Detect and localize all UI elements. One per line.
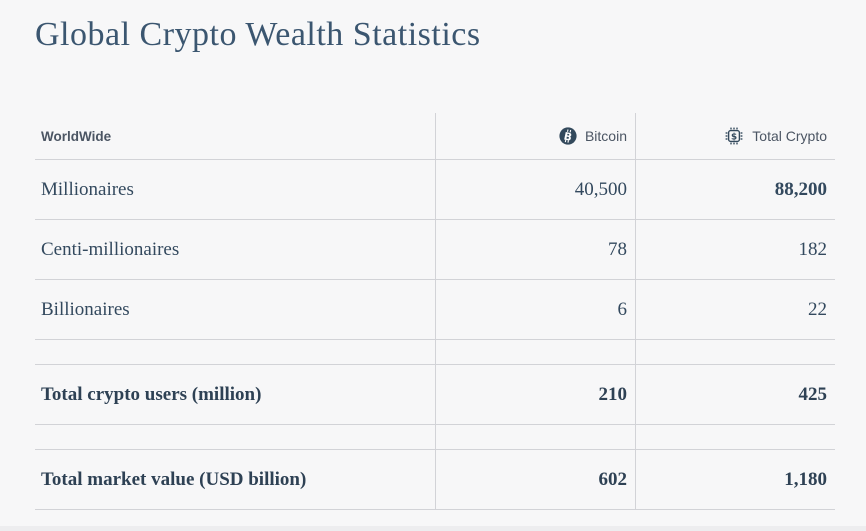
row-label: Centi-millionaires <box>41 238 180 260</box>
header-total-crypto-label: Total Crypto <box>752 128 827 144</box>
total-crypto-value: 425 <box>635 365 835 424</box>
spacer-row <box>35 340 835 365</box>
bitcoin-value: 40,500 <box>435 160 635 219</box>
table-row-total-market-value: Total market value (USD billion) 602 1,1… <box>35 450 835 510</box>
header-worldwide: WorldWide <box>41 128 112 144</box>
total-crypto-value: 1,180 <box>635 450 835 509</box>
row-label: Billionaires <box>41 298 130 320</box>
row-label: Millionaires <box>41 178 134 200</box>
crypto-wealth-table: WorldWide B Bitcoin <box>35 113 835 510</box>
total-crypto-value: 22 <box>635 280 835 339</box>
page-title: Global Crypto Wealth Statistics <box>35 16 481 53</box>
header-bitcoin-label: Bitcoin <box>584 128 627 144</box>
table-row-centi-millionaires: Centi-millionaires 78 182 <box>35 220 835 280</box>
total-crypto-value: 88,200 <box>635 160 835 219</box>
spacer-row <box>35 425 835 450</box>
bitcoin-value: 6 <box>435 280 635 339</box>
table-row-billionaires: Billionaires 6 22 <box>35 280 835 340</box>
svg-text:$: $ <box>731 132 737 142</box>
row-label: Total market value (USD billion) <box>41 468 307 490</box>
svg-text:B: B <box>563 130 573 143</box>
header-total-crypto: $ Total Crypto <box>635 113 835 159</box>
table-header-row: WorldWide B Bitcoin <box>35 113 835 160</box>
table-row-millionaires: Millionaires 40,500 88,200 <box>35 160 835 220</box>
table-row-total-crypto-users: Total crypto users (million) 210 425 <box>35 365 835 425</box>
bitcoin-icon: B <box>559 127 577 145</box>
row-label: Total crypto users (million) <box>41 383 262 405</box>
total-crypto-value: 182 <box>635 220 835 279</box>
header-bitcoin: B Bitcoin <box>435 113 635 159</box>
chip-dollar-icon: $ <box>724 126 744 146</box>
bitcoin-value: 210 <box>435 365 635 424</box>
section-divider <box>0 526 866 531</box>
bitcoin-value: 78 <box>435 220 635 279</box>
bitcoin-value: 602 <box>435 450 635 509</box>
